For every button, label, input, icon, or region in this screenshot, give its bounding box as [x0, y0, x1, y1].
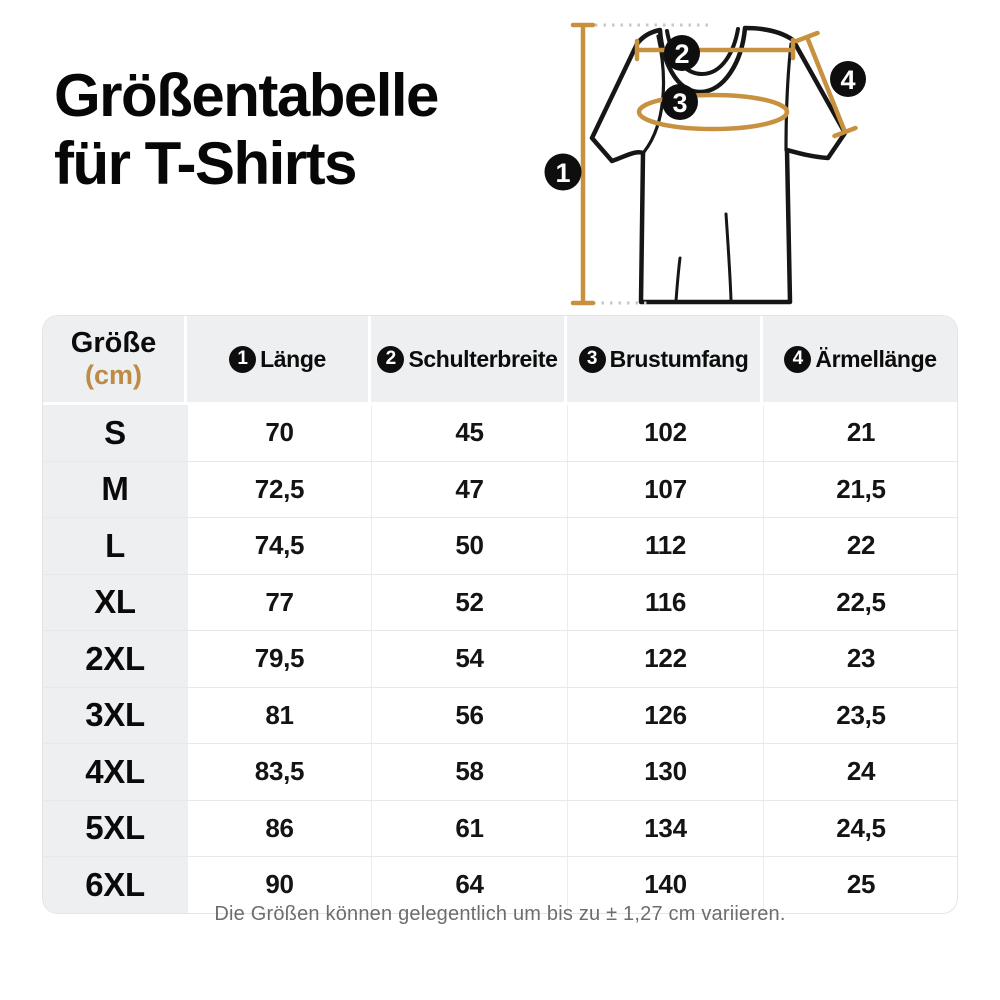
value-cell-schulterbreite: 47	[371, 461, 567, 517]
size-cell: 2XL	[43, 631, 187, 687]
table-row-s: S 70 45 102 21	[43, 405, 957, 462]
value-cell-aermellaenge: 22	[763, 518, 957, 574]
value-cell-aermellaenge: 22,5	[763, 574, 957, 630]
header-cell-size: Größe (cm)	[43, 316, 187, 402]
tshirt-outline	[589, 25, 848, 305]
size-cell: M	[43, 461, 187, 517]
page-title-line1: Größentabelle	[54, 62, 439, 129]
size-cell: L	[43, 518, 187, 574]
value-cell-aermellaenge: 21	[763, 405, 957, 461]
value-cell-schulterbreite: 54	[371, 631, 567, 687]
size-cell: 4XL	[43, 744, 187, 800]
value-cell-schulterbreite: 45	[371, 405, 567, 461]
page-title: Größentabelle für T-Shirts	[54, 62, 439, 199]
badge-2-icon: 2	[377, 345, 405, 373]
value-cell-brustumfang: 122	[567, 631, 763, 687]
sleeve-measure-line	[794, 30, 858, 139]
size-header-unit: (cm)	[84, 360, 142, 391]
value-cell-laenge: 74,5	[187, 518, 371, 574]
value-cell-aermellaenge: 24,5	[763, 800, 957, 856]
value-cell-schulterbreite: 50	[371, 518, 567, 574]
size-cell: 6XL	[43, 857, 187, 913]
value-cell-brustumfang: 130	[567, 744, 763, 800]
size-table-body: S 70 45 102 21 M 72,5 47 107 21,5 L 74,5…	[43, 405, 957, 913]
value-cell-brustumfang: 134	[567, 800, 763, 856]
table-row-l: L 74,5 50 112 22	[43, 518, 957, 575]
table-row-3xl: 3XL 81 56 126 23,5	[43, 687, 957, 744]
table-row-6xl: 6XL 90 64 140 25	[43, 857, 957, 913]
value-cell-brustumfang: 116	[567, 574, 763, 630]
value-cell-schulterbreite: 64	[371, 857, 567, 913]
value-cell-laenge: 77	[187, 574, 371, 630]
value-cell-brustumfang: 126	[567, 687, 763, 743]
value-cell-laenge: 86	[187, 800, 371, 856]
badge-1-icon: 1	[229, 345, 257, 373]
header-cell-brustumfang: 3 Brustumfang	[567, 316, 763, 402]
size-table: Größe (cm) 1 Länge 2 Schulterbreite 3 Br…	[42, 315, 958, 914]
header-label-laenge: Länge	[260, 345, 326, 372]
length-measure-line	[570, 22, 596, 306]
size-cell: XL	[43, 574, 187, 630]
badge-3-number: 3	[672, 88, 687, 118]
table-row-m: M 72,5 47 107 21,5	[43, 461, 957, 518]
size-cell: 3XL	[43, 687, 187, 743]
page-title-line2: für T-Shirts	[54, 130, 358, 198]
value-cell-aermellaenge: 21,5	[763, 461, 957, 517]
value-cell-laenge: 70	[187, 405, 371, 461]
value-cell-brustumfang: 107	[567, 461, 763, 517]
tshirt-diagram-svg: 1 2 3 4	[544, 22, 866, 306]
measure-badge-4: 4	[830, 61, 866, 97]
header-cell-schulterbreite: 2 Schulterbreite	[371, 316, 567, 402]
header-label-aermellaenge: Ärmellänge	[815, 345, 937, 372]
chest-measure-ellipse	[636, 92, 790, 132]
value-cell-schulterbreite: 52	[371, 574, 567, 630]
value-cell-laenge: 72,5	[187, 461, 371, 517]
badge-4-icon: 4	[784, 345, 812, 373]
guide-dotted-lines	[593, 23, 710, 305]
value-cell-laenge: 81	[187, 687, 371, 743]
value-cell-schulterbreite: 58	[371, 744, 567, 800]
value-cell-laenge: 83,5	[187, 744, 371, 800]
value-cell-brustumfang: 112	[567, 518, 763, 574]
value-cell-aermellaenge: 24	[763, 744, 957, 800]
measurement-lines	[570, 22, 858, 306]
badge-4-number: 4	[840, 65, 855, 95]
value-cell-schulterbreite: 56	[371, 687, 567, 743]
shoulder-measure-line	[634, 37, 796, 62]
measure-badge-3: 3	[662, 84, 698, 120]
header-label-schulterbreite: Schulterbreite	[408, 345, 558, 372]
measure-badge-1: 1	[544, 153, 582, 191]
badge-2-number: 2	[674, 39, 689, 69]
size-table-header: Größe (cm) 1 Länge 2 Schulterbreite 3 Br…	[43, 316, 957, 405]
value-cell-brustumfang: 102	[567, 405, 763, 461]
size-cell: S	[43, 405, 187, 461]
tolerance-note: Die Größen können gelegentlich um bis zu…	[214, 903, 786, 925]
value-cell-brustumfang: 140	[567, 857, 763, 913]
tshirt-measurement-diagram: 1 2 3 4	[540, 0, 980, 312]
table-row-2xl: 2XL 79,5 54 122 23	[43, 631, 957, 688]
header-label-brustumfang: Brustumfang	[609, 345, 749, 372]
value-cell-laenge: 90	[187, 857, 371, 913]
badge-3-icon: 3	[578, 345, 606, 373]
header-cell-laenge: 1 Länge	[187, 316, 371, 402]
value-cell-aermellaenge: 23	[763, 631, 957, 687]
value-cell-schulterbreite: 61	[371, 800, 567, 856]
size-header-label: Größe	[70, 326, 157, 359]
header-cell-aermellaenge: 4 Ärmellänge	[763, 316, 957, 402]
table-row-4xl: 4XL 83,5 58 130 24	[43, 744, 957, 801]
value-cell-aermellaenge: 25	[763, 857, 957, 913]
table-row-xl: XL 77 52 116 22,5	[43, 574, 957, 631]
value-cell-aermellaenge: 23,5	[763, 687, 957, 743]
size-cell: 5XL	[43, 800, 187, 856]
table-row-5xl: 5XL 86 61 134 24,5	[43, 800, 957, 857]
value-cell-laenge: 79,5	[187, 631, 371, 687]
measure-badge-2: 2	[664, 35, 700, 71]
badge-1-number: 1	[555, 158, 570, 188]
measure-badges: 1 2 3 4	[544, 35, 866, 191]
